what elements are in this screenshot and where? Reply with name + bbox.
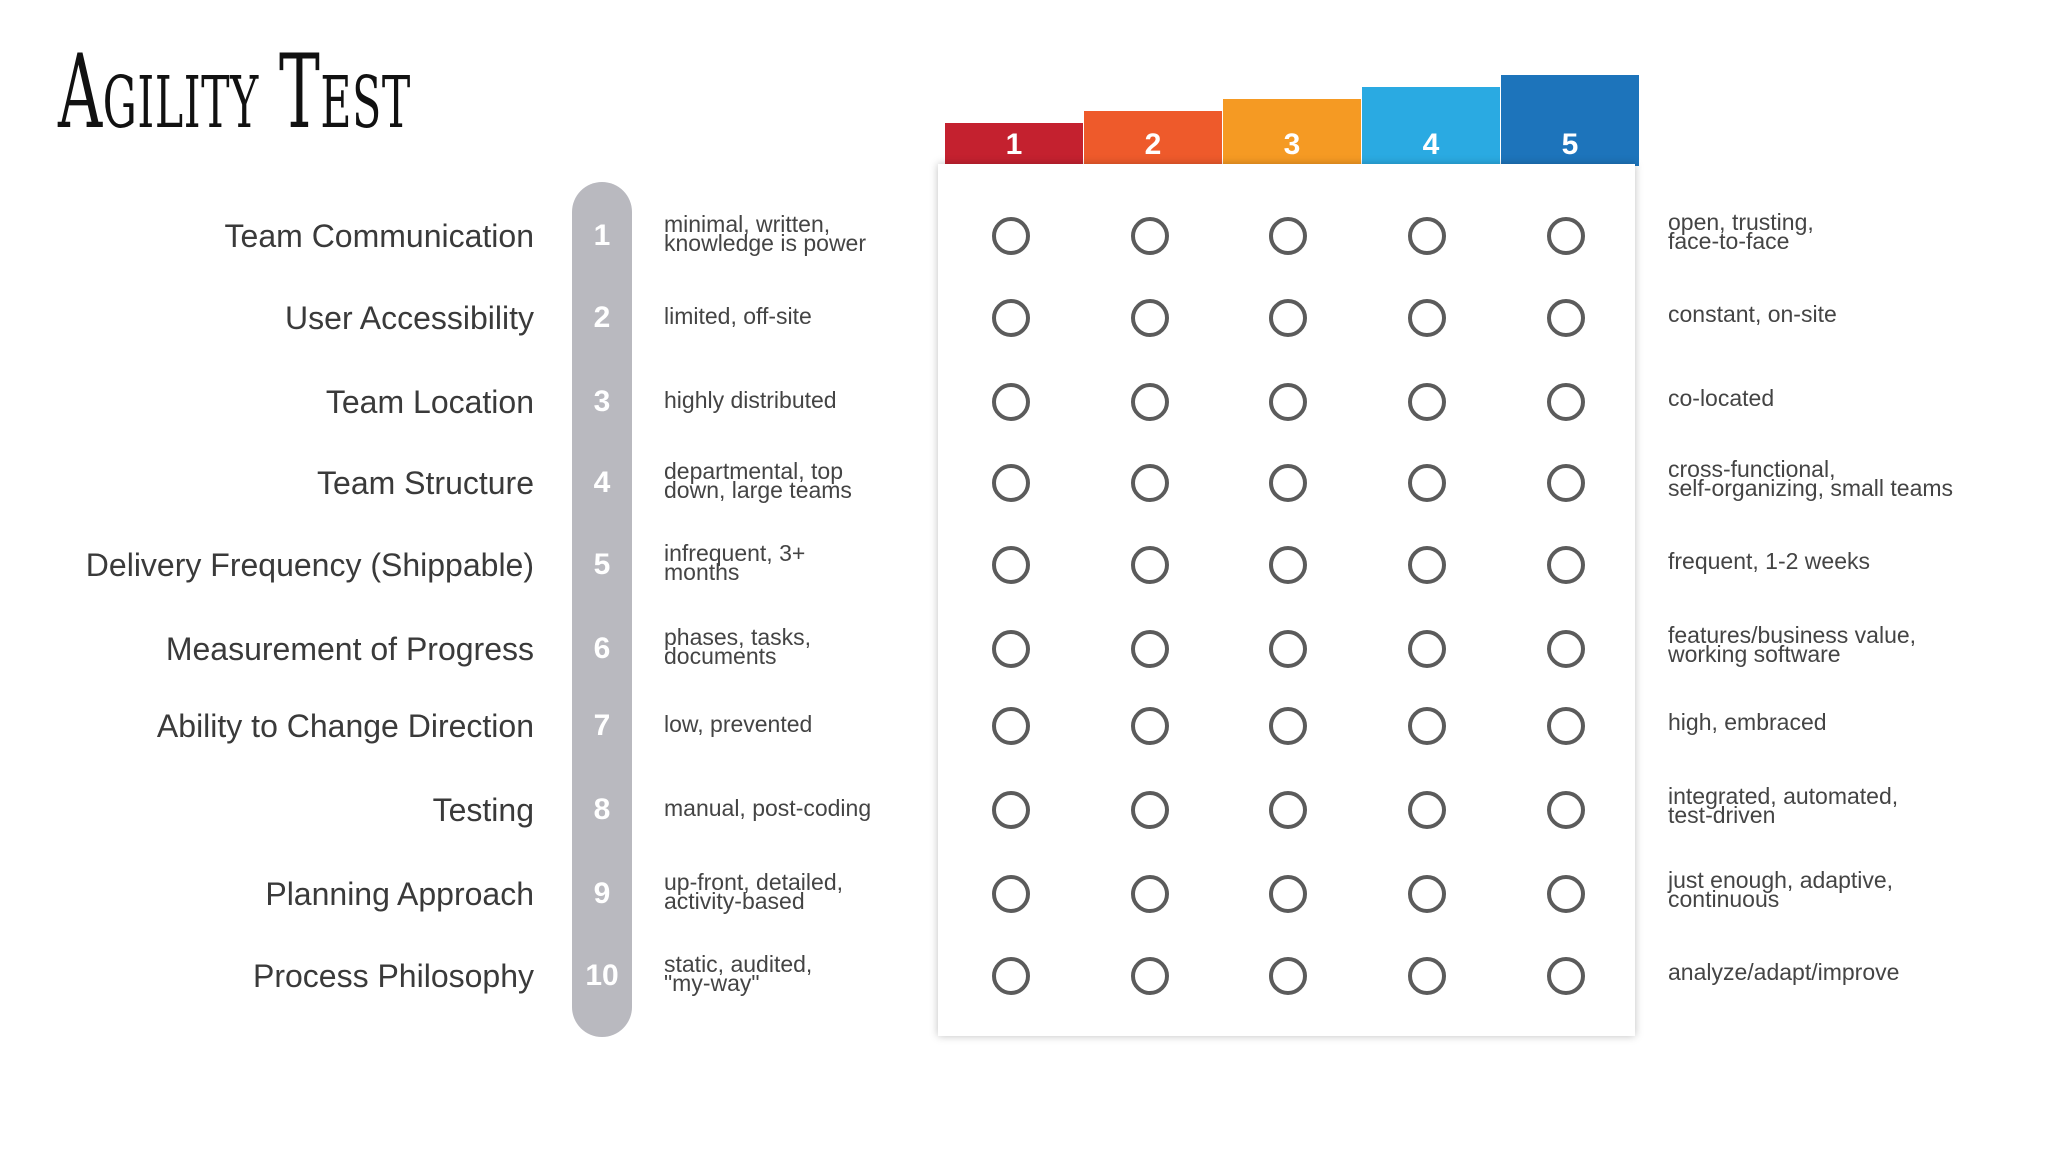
rating-radio-3[interactable] [1269, 630, 1307, 668]
rating-radio-5[interactable] [1547, 957, 1585, 995]
rating-radio-3[interactable] [1269, 875, 1307, 913]
high-description: integrated, automated, test-driven [1668, 783, 1899, 828]
low-description: low, prevented [664, 710, 813, 737]
row-number: 3 [593, 385, 611, 418]
rating-radio-5[interactable] [1547, 707, 1585, 745]
rating-radio-5[interactable] [1547, 875, 1585, 913]
row-label: Delivery Frequency (Shippable) [85, 547, 534, 583]
rating-radio-1[interactable] [992, 464, 1030, 502]
low-description: phases, tasks, documents [664, 624, 812, 669]
rating-radio-3[interactable] [1269, 464, 1307, 502]
row-label: User Accessibility [285, 300, 534, 336]
rating-radio-1[interactable] [992, 383, 1030, 421]
rating-radio-2[interactable] [1131, 464, 1169, 502]
rating-radio-1[interactable] [992, 791, 1030, 829]
rating-radio-4[interactable] [1408, 217, 1446, 255]
low-description: minimal, written, knowledge is power [664, 211, 867, 256]
rating-radio-2[interactable] [1131, 791, 1169, 829]
low-description: up-front, detailed, activity-based [664, 869, 844, 914]
rating-radio-2[interactable] [1131, 630, 1169, 668]
rating-radio-3[interactable] [1269, 299, 1307, 337]
high-description: analyze/adapt/improve [1668, 958, 1900, 985]
rating-radio-2[interactable] [1131, 707, 1169, 745]
row-number: 5 [593, 548, 611, 581]
rating-radio-4[interactable] [1408, 299, 1446, 337]
rating-radio-3[interactable] [1269, 957, 1307, 995]
rating-radio-5[interactable] [1547, 464, 1585, 502]
rating-radio-2[interactable] [1131, 875, 1169, 913]
rating-radio-4[interactable] [1408, 630, 1446, 668]
scale-tab-1: 1 [945, 123, 1083, 166]
rating-radio-5[interactable] [1547, 383, 1585, 421]
rating-radio-2[interactable] [1131, 217, 1169, 255]
rating-radio-5[interactable] [1547, 630, 1585, 668]
row-label: Process Philosophy [252, 958, 534, 994]
rating-radio-1[interactable] [992, 630, 1030, 668]
row-number: 1 [593, 219, 611, 252]
page-title: Agility Test [58, 33, 411, 152]
row-label: Team Communication [224, 218, 534, 254]
high-description: co-located [1668, 384, 1775, 411]
scale-tab-2: 2 [1084, 111, 1222, 166]
rating-radio-1[interactable] [992, 217, 1030, 255]
rating-radio-1[interactable] [992, 299, 1030, 337]
rating-radio-1[interactable] [992, 875, 1030, 913]
row-number-pill [572, 182, 632, 1037]
row-number: 8 [593, 793, 611, 826]
rating-radio-3[interactable] [1269, 217, 1307, 255]
row-label: Planning Approach [265, 876, 534, 912]
row-number: 6 [593, 632, 611, 665]
high-description: cross-functional, self-organizing, small… [1668, 456, 1954, 501]
row-label: Testing [432, 792, 534, 828]
rating-radio-2[interactable] [1131, 546, 1169, 584]
rating-radio-2[interactable] [1131, 957, 1169, 995]
rating-radio-3[interactable] [1269, 791, 1307, 829]
row-number: 7 [593, 709, 611, 742]
rating-radio-3[interactable] [1269, 383, 1307, 421]
high-description: frequent, 1-2 weeks [1668, 547, 1871, 574]
rating-radio-4[interactable] [1408, 464, 1446, 502]
row-number: 10 [585, 959, 619, 992]
row-label: Team Location [325, 384, 534, 420]
high-description: open, trusting, face-to-face [1668, 209, 1814, 254]
rating-radio-2[interactable] [1131, 383, 1169, 421]
rating-radio-4[interactable] [1408, 957, 1446, 995]
row-label: Ability to Change Direction [156, 708, 534, 744]
low-description: limited, off-site [664, 302, 812, 329]
row-number: 2 [593, 301, 611, 334]
scale-tab-5: 5 [1501, 75, 1639, 166]
rating-radio-3[interactable] [1269, 546, 1307, 584]
row-number: 9 [593, 877, 611, 910]
rating-radio-4[interactable] [1408, 791, 1446, 829]
high-description: high, embraced [1668, 708, 1827, 735]
low-description: infrequent, 3+ months [664, 540, 806, 585]
rating-radio-5[interactable] [1547, 299, 1585, 337]
low-description: departmental, top down, large teams [664, 458, 852, 503]
low-description: highly distributed [664, 386, 837, 413]
rating-radio-4[interactable] [1408, 707, 1446, 745]
rating-radio-5[interactable] [1547, 546, 1585, 584]
row-number: 4 [593, 466, 611, 499]
rating-radio-4[interactable] [1408, 383, 1446, 421]
low-description: static, audited, "my-way" [664, 951, 813, 996]
high-description: features/business value, working softwar… [1668, 622, 1917, 667]
rating-radio-4[interactable] [1408, 546, 1446, 584]
rating-radio-1[interactable] [992, 957, 1030, 995]
scale-tab-4: 4 [1362, 87, 1500, 166]
rating-radio-2[interactable] [1131, 299, 1169, 337]
rating-radio-3[interactable] [1269, 707, 1307, 745]
high-description: constant, on-site [1668, 300, 1837, 327]
rating-radio-1[interactable] [992, 546, 1030, 584]
high-description: just enough, adaptive, continuous [1668, 867, 1894, 912]
rating-radio-4[interactable] [1408, 875, 1446, 913]
rating-radio-5[interactable] [1547, 791, 1585, 829]
scale-tab-3: 3 [1223, 99, 1361, 166]
low-description: manual, post-coding [664, 794, 872, 821]
rating-radio-1[interactable] [992, 707, 1030, 745]
rating-radio-5[interactable] [1547, 217, 1585, 255]
row-label: Measurement of Progress [165, 631, 534, 667]
row-label: Team Structure [317, 465, 534, 501]
